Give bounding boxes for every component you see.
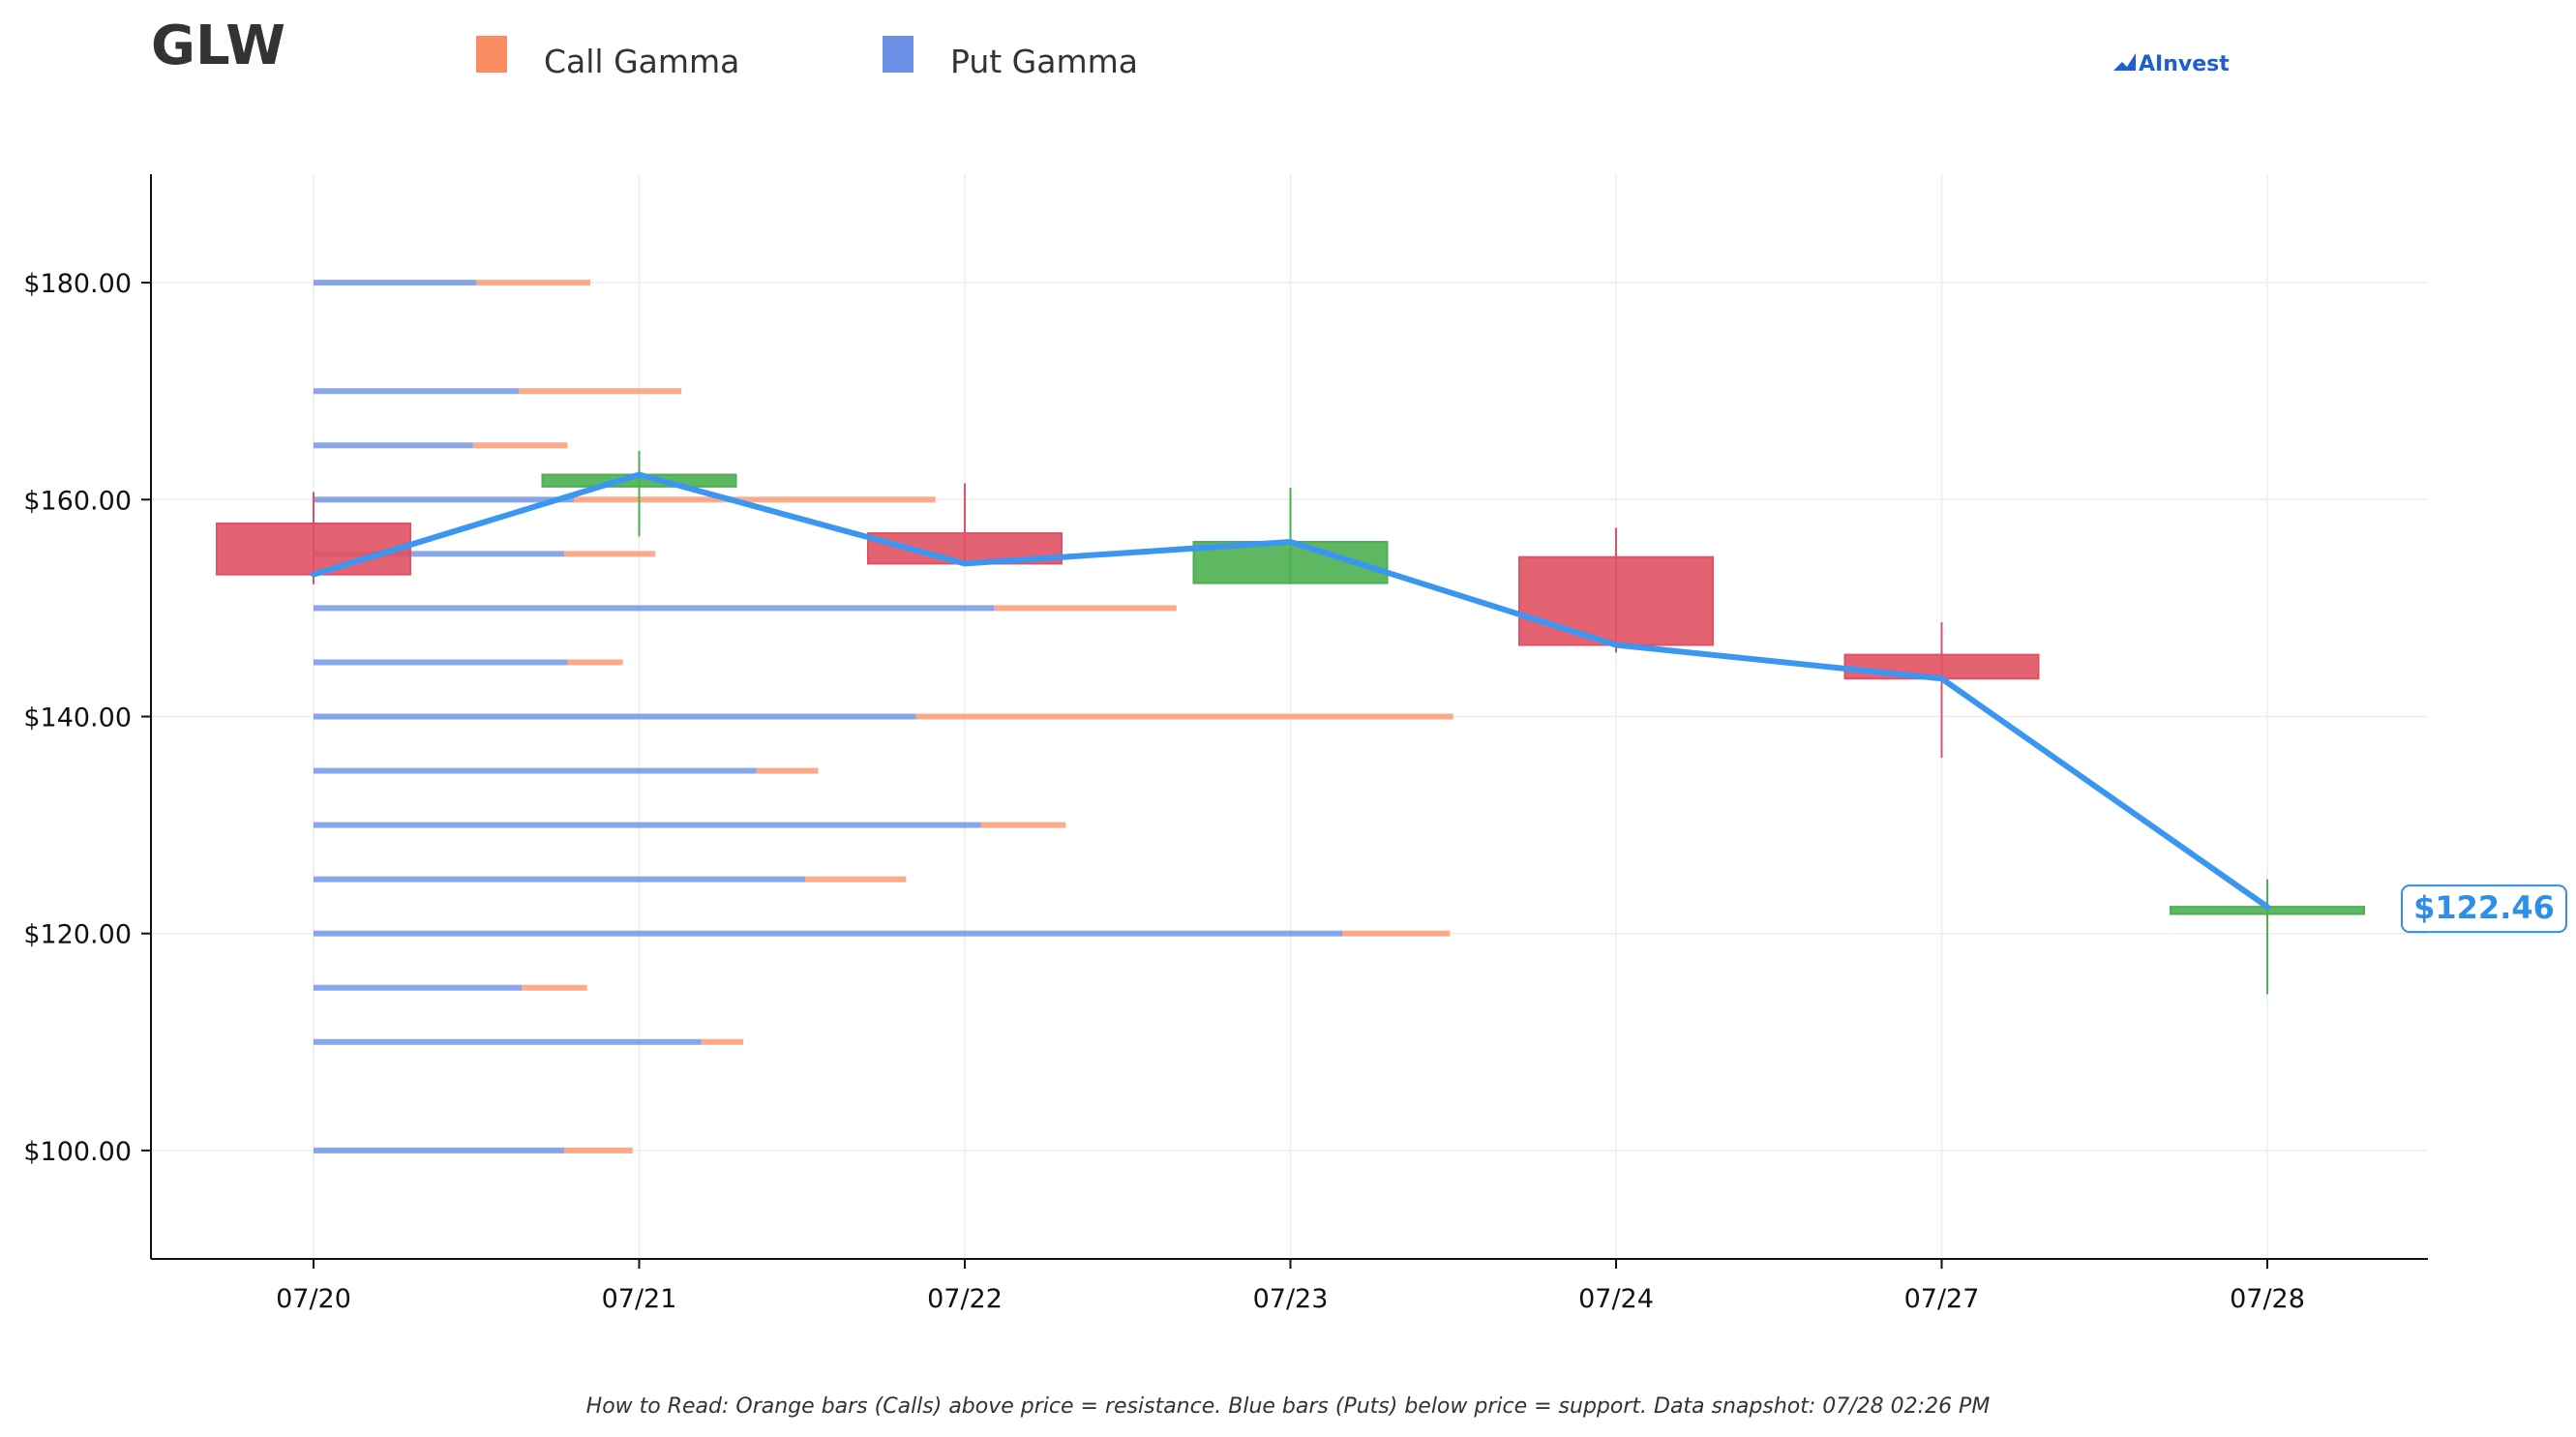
brand-logo: AInvest: [2113, 52, 2230, 76]
put-gamma-bar-135: [314, 767, 757, 774]
last-price-label: $122.46: [2413, 889, 2555, 926]
brand-chart-icon: [2113, 53, 2136, 71]
call-gamma-bar-115: [522, 984, 587, 991]
put-gamma-bar-115: [314, 984, 523, 991]
put-gamma-bar-100: [314, 1147, 565, 1153]
ticker-title: GLW: [151, 15, 285, 77]
put-gamma-bar-130: [314, 822, 981, 828]
call-gamma-bar-165: [472, 442, 568, 449]
x-tick-label-0: 07/20: [276, 1284, 351, 1314]
close-price-line: [311, 471, 2270, 911]
call-gamma-bar-180: [476, 280, 591, 286]
y-tick-label-4: $180.00: [23, 269, 132, 299]
call-gamma-bar-140: [915, 713, 1453, 720]
y-tick-label-2: $140.00: [23, 704, 132, 733]
call-gamma-bar-110: [701, 1038, 744, 1045]
call-gamma-bar-145: [567, 659, 623, 666]
put-gamma-bar-140: [314, 713, 916, 720]
call-gamma-bar-100: [564, 1147, 633, 1153]
put-gamma-bar-125: [314, 876, 806, 883]
put-gamma-bar-145: [314, 659, 568, 666]
put-gamma-bar-120: [314, 930, 1343, 937]
put-gamma-bar-170: [314, 388, 519, 395]
candle-body-07/20: [216, 522, 411, 576]
call-gamma-bar-120: [1342, 930, 1451, 937]
brand-name: AInvest: [2139, 52, 2230, 76]
last-price-badge: [2401, 884, 2567, 934]
call-gamma-bar-170: [518, 388, 682, 395]
call-gamma-bar-155: [564, 551, 656, 557]
put-gamma-bar-160: [314, 496, 575, 503]
x-tick-label-4: 07/24: [1578, 1284, 1654, 1314]
x-tick-label-5: 07/27: [1904, 1284, 1980, 1314]
candle-body-07/24: [1518, 555, 1714, 646]
axes: $100.00 $120.00 $140.00 $160.00 $180.00 07/20…: [23, 174, 2428, 1314]
put-gamma-bar-180: [314, 280, 477, 286]
gamma-bars: [314, 280, 1453, 1153]
x-tick-label-2: 07/22: [927, 1284, 1003, 1314]
call-gamma-bar-160: [574, 496, 936, 503]
x-tick-label-6: 07/28: [2230, 1284, 2305, 1314]
x-tick-label-3: 07/23: [1253, 1284, 1329, 1314]
y-tick-label-0: $100.00: [23, 1137, 132, 1167]
call-gamma-bar-125: [805, 876, 907, 883]
call-gamma-bar-150: [994, 605, 1177, 612]
close-line: [311, 471, 2270, 911]
put-gamma-bar-165: [314, 442, 473, 449]
candle-body-07/27: [1843, 653, 2040, 680]
put-gamma-bar-155: [314, 551, 565, 557]
legend-call-label: Call Gamma: [544, 43, 739, 80]
put-gamma-bar-110: [314, 1038, 702, 1045]
y-tick-label-3: $160.00: [23, 486, 132, 516]
x-tick-label-1: 07/21: [602, 1284, 677, 1314]
call-gamma-bar-130: [980, 822, 1066, 828]
legend-put-label: Put Gamma: [950, 43, 1138, 80]
price-label: $122.46: [2401, 884, 2567, 934]
legend-put-swatch: [883, 36, 914, 73]
put-gamma-bar-150: [314, 605, 995, 612]
legend-call-swatch: [476, 36, 507, 73]
y-tick-label-1: $120.00: [23, 920, 132, 950]
footnote: How to Read: Orange bars (Calls) above p…: [586, 1394, 1991, 1419]
call-gamma-bar-135: [756, 767, 819, 774]
